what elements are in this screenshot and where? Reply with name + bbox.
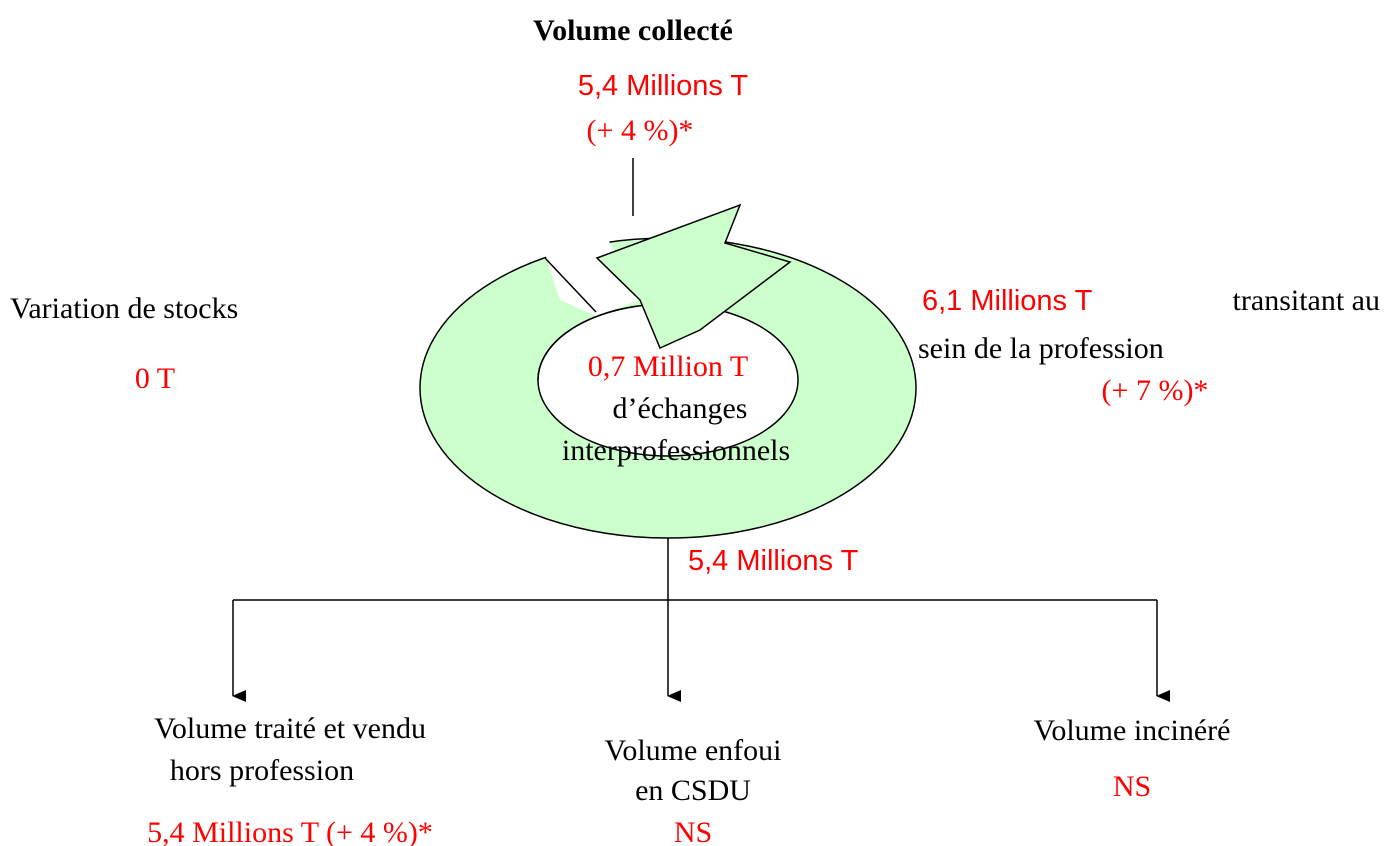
top-value: 5,4 Millions T xyxy=(578,70,749,102)
output-line1: Volume traité et vendu xyxy=(154,712,426,745)
right-text1: transitant au xyxy=(1233,284,1380,317)
center-line1: d’échanges xyxy=(613,392,748,425)
right-text2: sein de la profession xyxy=(918,332,1164,365)
top-title: Volume collecté xyxy=(533,14,733,47)
output-line1: Volume incinéré xyxy=(1034,714,1231,747)
output-value: 5,4 Millions T (+ 4 %)* xyxy=(147,816,433,846)
flow-value: 5,4 Millions T xyxy=(688,545,859,577)
top-change: (+ 4 %)* xyxy=(587,114,694,147)
output-line1: Volume enfoui xyxy=(605,734,782,767)
right-change: (+ 7 %)* xyxy=(1102,374,1209,407)
output-value: NS xyxy=(1113,770,1151,803)
output-value: NS xyxy=(674,816,712,846)
left-label: Variation de stocks xyxy=(10,292,238,325)
output-line2: en CSDU xyxy=(635,774,751,807)
center-value: 0,7 Million T xyxy=(588,350,748,383)
output-line2: hors profession xyxy=(170,754,354,787)
right-value: 6,1 Millions T xyxy=(922,285,1093,317)
cycle-ring xyxy=(419,203,917,539)
center-line2: interprofessionnels xyxy=(562,434,790,467)
left-value: 0 T xyxy=(135,362,175,395)
